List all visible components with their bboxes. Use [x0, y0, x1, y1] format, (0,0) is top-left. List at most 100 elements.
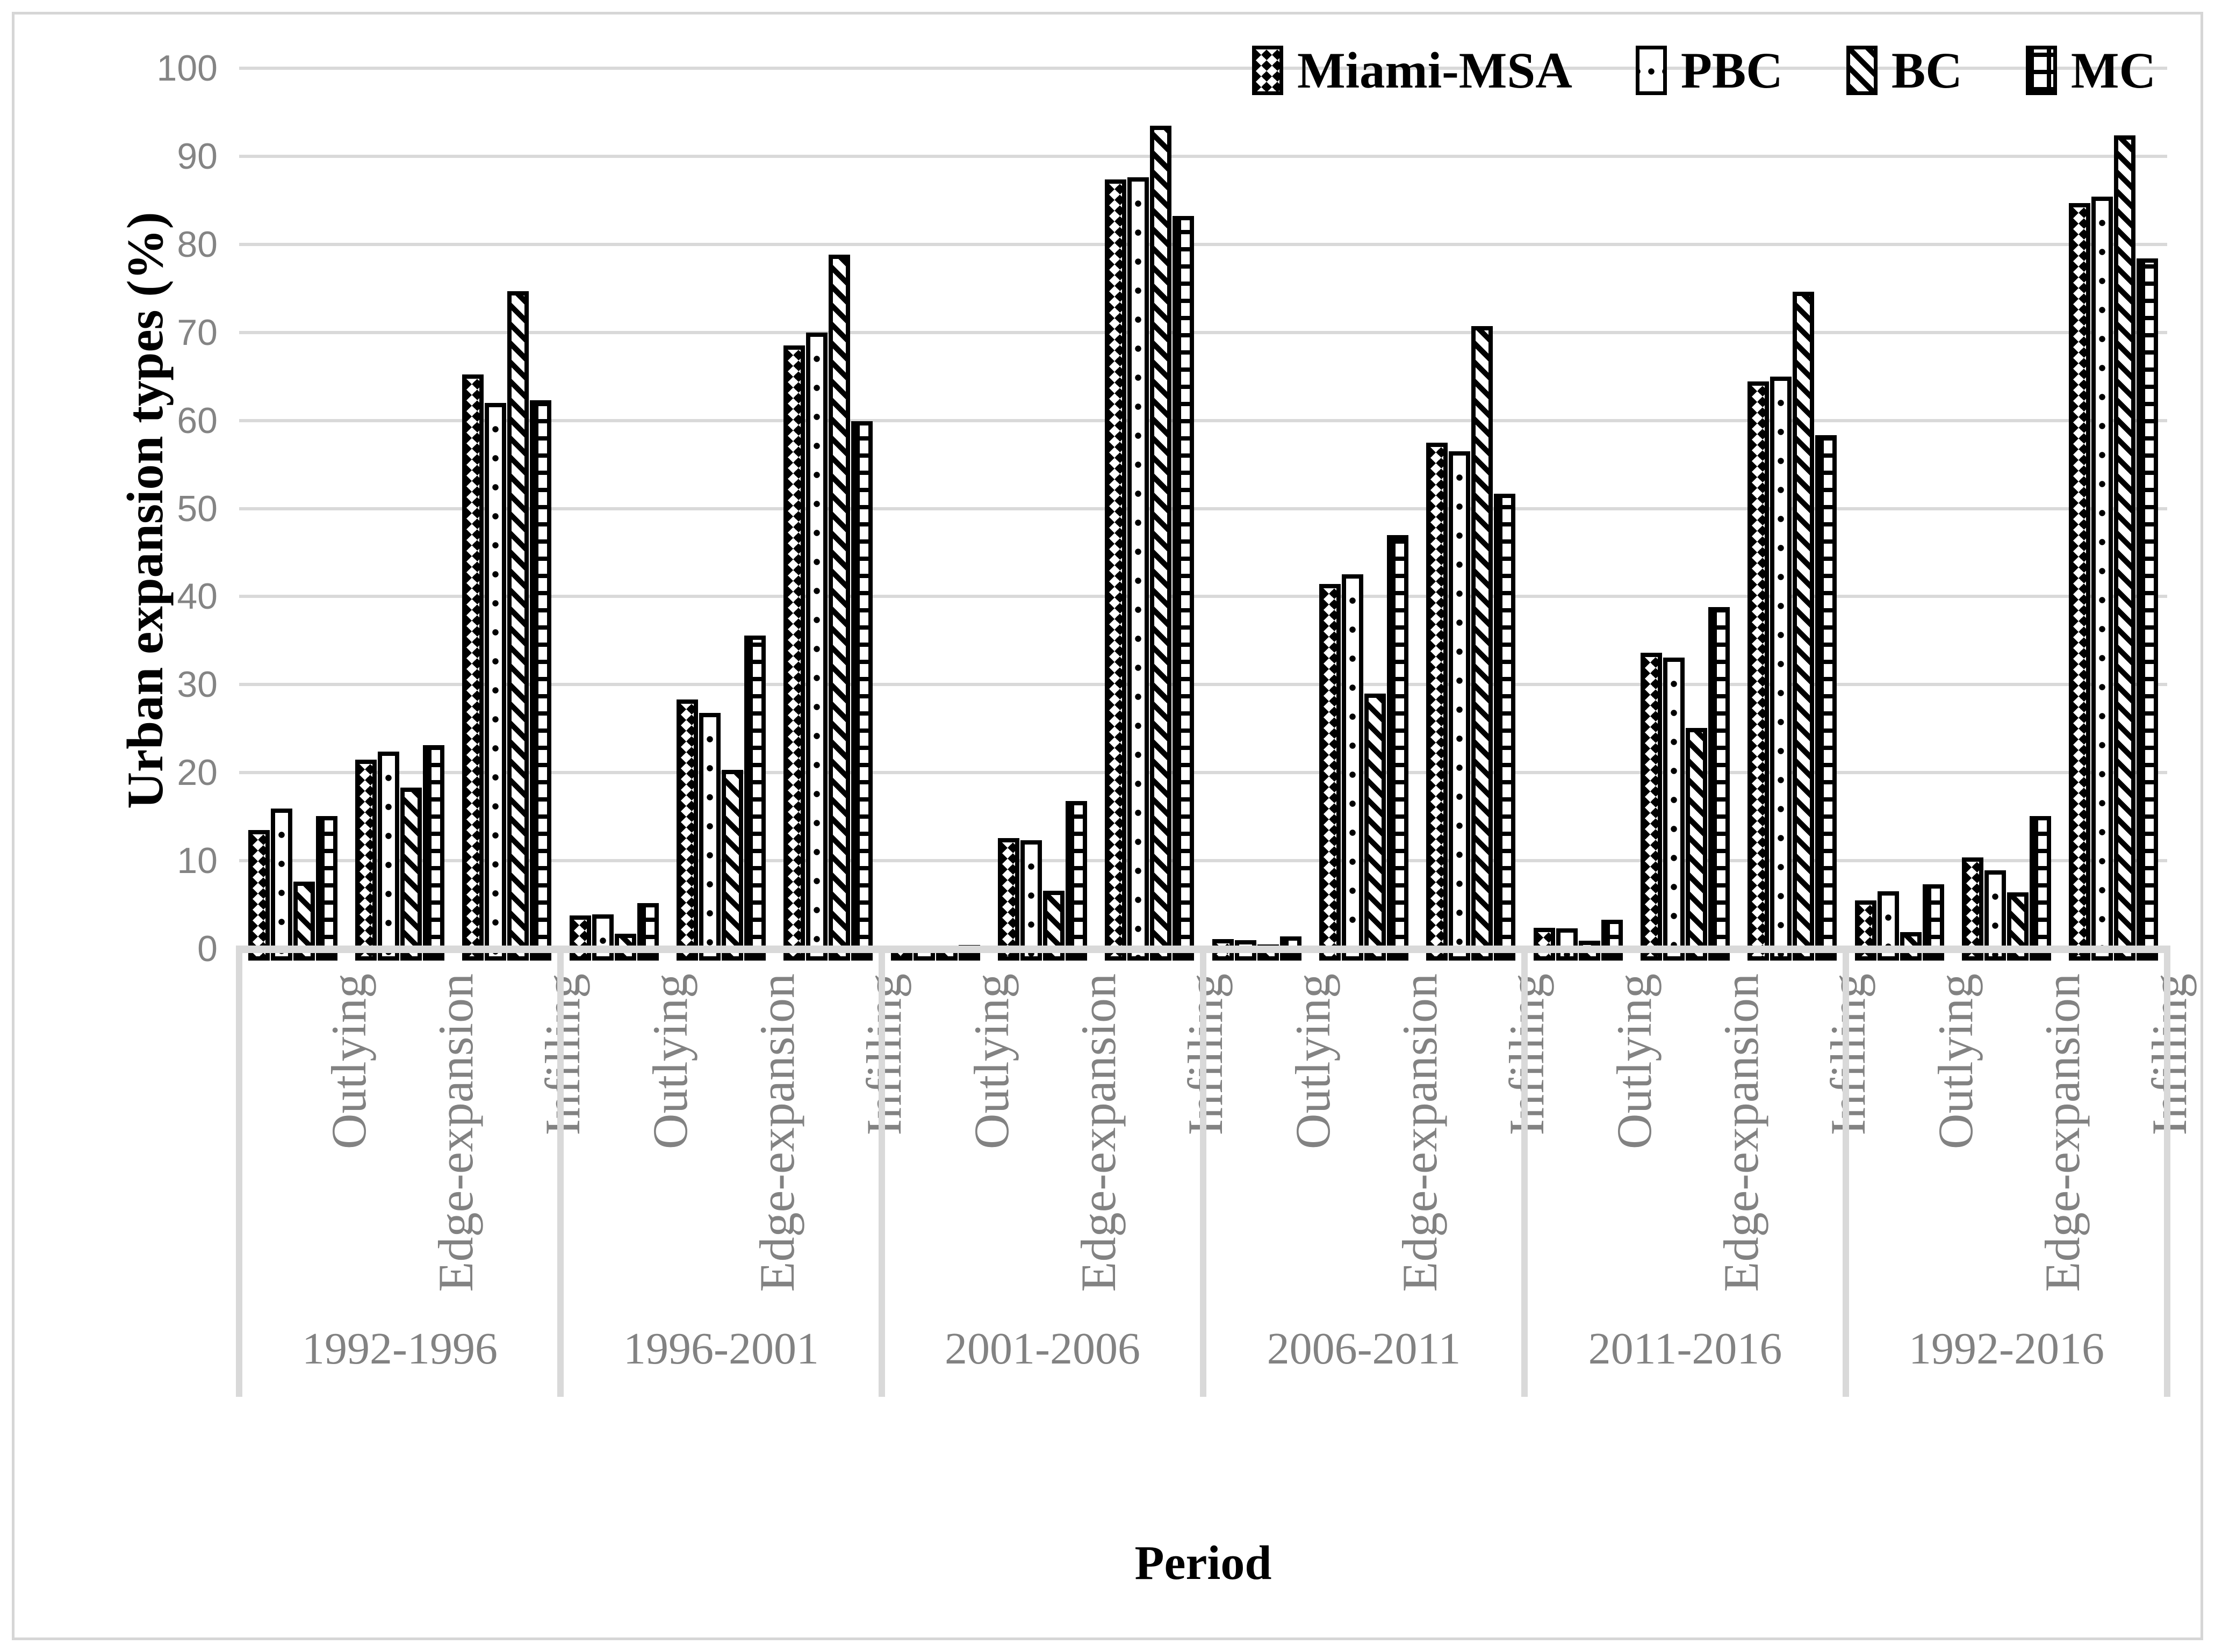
y-tick-90: 90	[177, 135, 218, 177]
legend-item-Miami-MSA: Miami-MSA	[1252, 41, 1572, 100]
bar-MC-Infilling-1992-1996	[530, 400, 551, 961]
bar-PBC-Infilling-1992-1996	[485, 402, 506, 961]
bar-MC-Infilling-2001-2006	[1173, 216, 1194, 961]
bar-BC-Infilling-1996-2001	[829, 255, 850, 961]
period-label-2006-2011: 2006-2011	[1267, 1324, 1461, 1374]
gridline-30	[239, 683, 2167, 687]
legend-item-MC: MC	[2025, 41, 2156, 100]
bar-PBC-Infilling-2006-2011	[1449, 451, 1470, 961]
category-label-Edge-expansion-1992-2016: Edge-expansion	[2035, 973, 2090, 1292]
bar-BC-Edge-expansion-1996-2001	[722, 770, 743, 961]
bar-MC-Outlying-1992-1996	[316, 816, 337, 961]
x-axis-baseline	[239, 946, 2167, 953]
y-tick-50: 50	[177, 488, 218, 529]
gridline-80	[239, 242, 2167, 246]
legend-label-Miami-MSA: Miami-MSA	[1297, 42, 1572, 99]
group-divider	[1521, 946, 1528, 1397]
bar-PBC-Infilling-1992-2016	[2091, 197, 2113, 961]
legend-label-MC: MC	[2070, 42, 2156, 99]
period-label-2011-2016: 2011-2016	[1588, 1324, 1782, 1374]
legend-item-PBC: PBC	[1635, 41, 1783, 100]
gridline-60	[239, 419, 2167, 422]
category-label-Edge-expansion-1996-2001: Edge-expansion	[750, 973, 804, 1292]
bar-Miami-MSA-Edge-expansion-2006-2011	[1319, 584, 1341, 961]
bar-MC-Infilling-1996-2001	[851, 421, 873, 961]
figure-border	[12, 12, 2203, 1640]
gridline-90	[239, 154, 2167, 158]
group-divider	[1843, 946, 1849, 1397]
gridline-50	[239, 507, 2167, 510]
category-label-Edge-expansion-2006-2011: Edge-expansion	[1392, 973, 1447, 1292]
period-label-2001-2006: 2001-2006	[945, 1324, 1140, 1374]
bar-Miami-MSA-Outlying-2011-2016	[1534, 927, 1555, 961]
bar-PBC-Infilling-1996-2001	[806, 332, 828, 961]
legend-swatch-stripes-icon	[1846, 46, 1878, 95]
bar-BC-Edge-expansion-1992-1996	[400, 788, 422, 961]
group-divider	[879, 946, 885, 1397]
bar-Miami-MSA-Edge-expansion-2001-2006	[998, 838, 1019, 961]
bar-Miami-MSA-Infilling-1996-2001	[783, 345, 805, 961]
bar-PBC-Edge-expansion-1996-2001	[699, 712, 721, 961]
bar-PBC-Edge-expansion-2006-2011	[1342, 574, 1363, 961]
x-axis-title: Period	[1134, 1536, 1272, 1590]
gridline-20	[239, 771, 2167, 775]
category-label-Edge-expansion-2011-2016: Edge-expansion	[1714, 973, 1768, 1292]
category-label-Outlying-1992-2016: Outlying	[1928, 973, 1983, 1150]
bar-BC-Infilling-2006-2011	[1471, 326, 1493, 961]
y-tick-10: 10	[177, 840, 218, 882]
bar-MC-Infilling-1992-2016	[2137, 258, 2158, 961]
bar-Miami-MSA-Edge-expansion-1996-2001	[677, 699, 698, 961]
y-tick-30: 30	[177, 664, 218, 705]
period-label-1996-2001: 1996-2001	[623, 1324, 819, 1374]
plot-area: OutlyingEdge-expansionInfilling1992-1996…	[236, 67, 2197, 1397]
bar-MC-Edge-expansion-1992-2016	[2030, 816, 2051, 961]
bar-BC-Infilling-1992-2016	[2114, 135, 2135, 961]
legend: Miami-MSA PBC BC MC	[1252, 41, 2156, 100]
category-label-Edge-expansion-1992-1996: Edge-expansion	[428, 973, 483, 1292]
group-divider	[557, 946, 564, 1397]
legend-swatch-dots-icon	[1635, 46, 1667, 95]
bar-Miami-MSA-Edge-expansion-1992-2016	[1962, 857, 1983, 961]
bar-MC-Edge-expansion-1996-2001	[744, 635, 766, 961]
bar-Miami-MSA-Edge-expansion-1992-1996	[355, 759, 377, 961]
gridline-70	[239, 330, 2167, 334]
period-label-1992-2016: 1992-2016	[1909, 1324, 2104, 1374]
bar-Miami-MSA-Infilling-2001-2006	[1105, 179, 1126, 961]
y-tick-100: 100	[156, 48, 218, 89]
bar-PBC-Infilling-2001-2006	[1127, 177, 1149, 961]
category-label-Outlying-1992-1996: Outlying	[321, 973, 376, 1150]
legend-item-BC: BC	[1846, 41, 1962, 100]
bar-MC-Edge-expansion-2011-2016	[1708, 607, 1730, 961]
bar-PBC-Edge-expansion-2001-2006	[1020, 840, 1042, 961]
period-label-1992-1996: 1992-1996	[302, 1324, 498, 1374]
category-label-Outlying-2011-2016: Outlying	[1607, 973, 1662, 1150]
gridline-40	[239, 595, 2167, 598]
bar-MC-Edge-expansion-2001-2006	[1066, 800, 1087, 961]
legend-swatch-grid-icon	[2025, 46, 2057, 95]
bar-MC-Edge-expansion-1992-1996	[423, 745, 444, 961]
bar-Miami-MSA-Infilling-1992-1996	[462, 374, 484, 961]
bar-Miami-MSA-Edge-expansion-2011-2016	[1641, 653, 1662, 961]
bar-Miami-MSA-Infilling-1992-2016	[2069, 203, 2090, 961]
bar-PBC-Edge-expansion-2011-2016	[1663, 657, 1685, 961]
bar-MC-Edge-expansion-2006-2011	[1387, 535, 1408, 961]
bar-PBC-Outlying-1996-2001	[592, 914, 614, 961]
gridline-10	[239, 859, 2167, 863]
bar-BC-Edge-expansion-2006-2011	[1364, 693, 1386, 961]
bar-PBC-Outlying-1992-1996	[271, 809, 292, 961]
y-tick-20: 20	[177, 752, 218, 793]
bar-PBC-Edge-expansion-1992-1996	[378, 751, 399, 961]
bar-MC-Infilling-2011-2016	[1815, 435, 1837, 961]
group-divider	[1200, 946, 1206, 1397]
bar-MC-Infilling-2006-2011	[1494, 493, 1515, 961]
bar-Miami-MSA-Infilling-2006-2011	[1426, 442, 1448, 961]
y-tick-60: 60	[177, 400, 218, 441]
bar-PBC-Infilling-2011-2016	[1770, 376, 1792, 961]
y-tick-70: 70	[177, 312, 218, 353]
bar-Miami-MSA-Outlying-1992-1996	[248, 829, 270, 961]
category-label-Outlying-1996-2001: Outlying	[643, 973, 697, 1150]
bar-BC-Infilling-2001-2006	[1150, 125, 1171, 961]
y-tick-40: 40	[177, 576, 218, 617]
y-tick-0: 0	[197, 928, 218, 969]
